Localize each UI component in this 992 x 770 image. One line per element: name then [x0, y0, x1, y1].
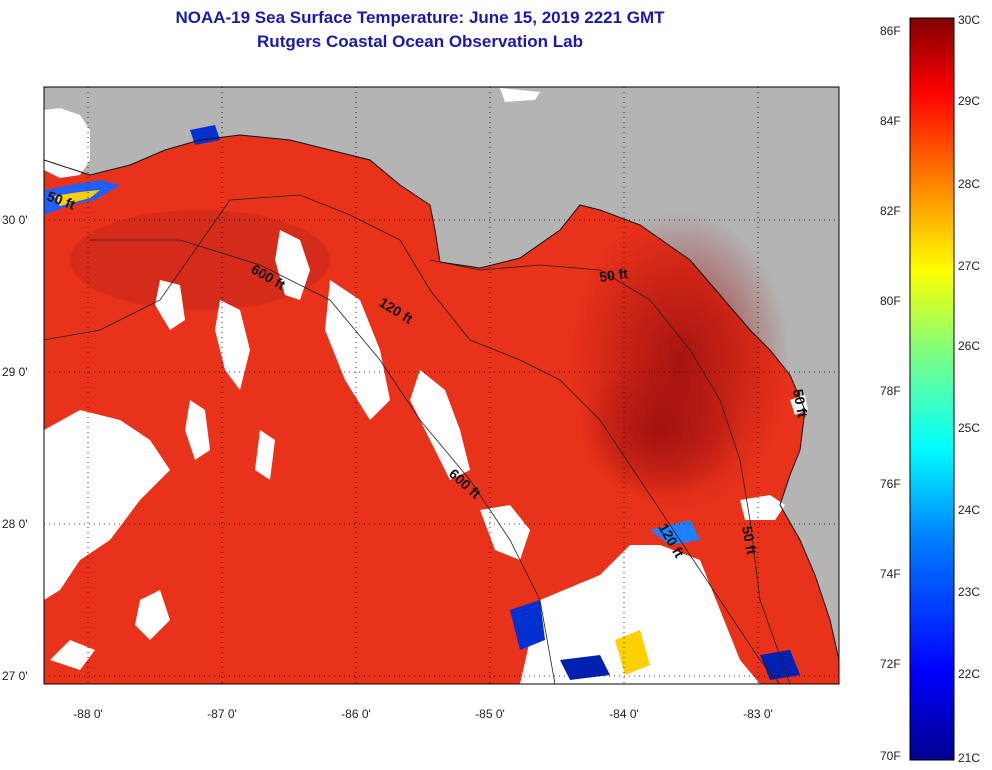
colorbar-f-label: 70F: [880, 749, 901, 763]
colorbar-f-label: 80F: [880, 294, 901, 308]
colorbar-fahrenheit-scale: 86F 84F 82F 80F 78F 76F 74F 72F 70F: [880, 24, 901, 763]
depth-label: 50 ft: [790, 388, 811, 419]
colorbar-c-label: 23C: [958, 585, 980, 599]
colorbar-f-label: 78F: [880, 384, 901, 398]
colorbar-c-label: 25C: [958, 421, 980, 435]
colorbar-f-label: 72F: [880, 657, 901, 671]
depth-label: 50 ft: [739, 525, 760, 556]
warm-region: [580, 360, 740, 500]
colorbar-f-label: 82F: [880, 204, 901, 218]
colorbar-c-label: 29C: [958, 94, 980, 108]
lon-tick-label: -84 0': [609, 707, 639, 721]
colorbar-c-label: 26C: [958, 339, 980, 353]
colorbar-f-label: 74F: [880, 567, 901, 581]
warm-region: [70, 210, 330, 310]
colorbar-celsius-scale: 30C 29C 28C 27C 26C 25C 24C 23C 22C 21C: [958, 13, 980, 765]
colorbar-c-label: 22C: [958, 667, 980, 681]
lat-tick-label: 29 0': [2, 365, 28, 379]
colorbar: [909, 17, 955, 761]
map-border: [43, 86, 840, 685]
depth-label: 50 ft: [598, 265, 629, 285]
lat-tick-label: 30 0': [2, 213, 28, 227]
lon-tick-label: -85 0': [475, 707, 505, 721]
map-title: NOAA-19 Sea Surface Temperature: June 15…: [175, 8, 665, 27]
lon-tick-label: -86 0': [341, 707, 371, 721]
lon-tick-label: -83 0': [743, 707, 773, 721]
colorbar-c-label: 24C: [958, 503, 980, 517]
colorbar-c-label: 28C: [958, 177, 980, 191]
colorbar-f-label: 84F: [880, 114, 901, 128]
lat-tick-label: 28 0': [2, 517, 28, 531]
colorbar-c-label: 21C: [958, 751, 980, 765]
map-subtitle: Rutgers Coastal Ocean Observation Lab: [257, 32, 583, 51]
colorbar-c-label: 30C: [958, 13, 980, 27]
depth-contour-lines: [44, 194, 791, 684]
colorbar-f-label: 76F: [880, 477, 901, 491]
coastline: [44, 134, 839, 661]
lon-tick-label: -88 0': [73, 707, 103, 721]
colorbar-c-label: 27C: [958, 259, 980, 273]
lon-tick-label: -87 0': [207, 707, 237, 721]
map-area: [44, 87, 839, 684]
lat-tick-label: 27 0': [2, 669, 28, 683]
colorbar-f-label: 86F: [880, 24, 901, 38]
